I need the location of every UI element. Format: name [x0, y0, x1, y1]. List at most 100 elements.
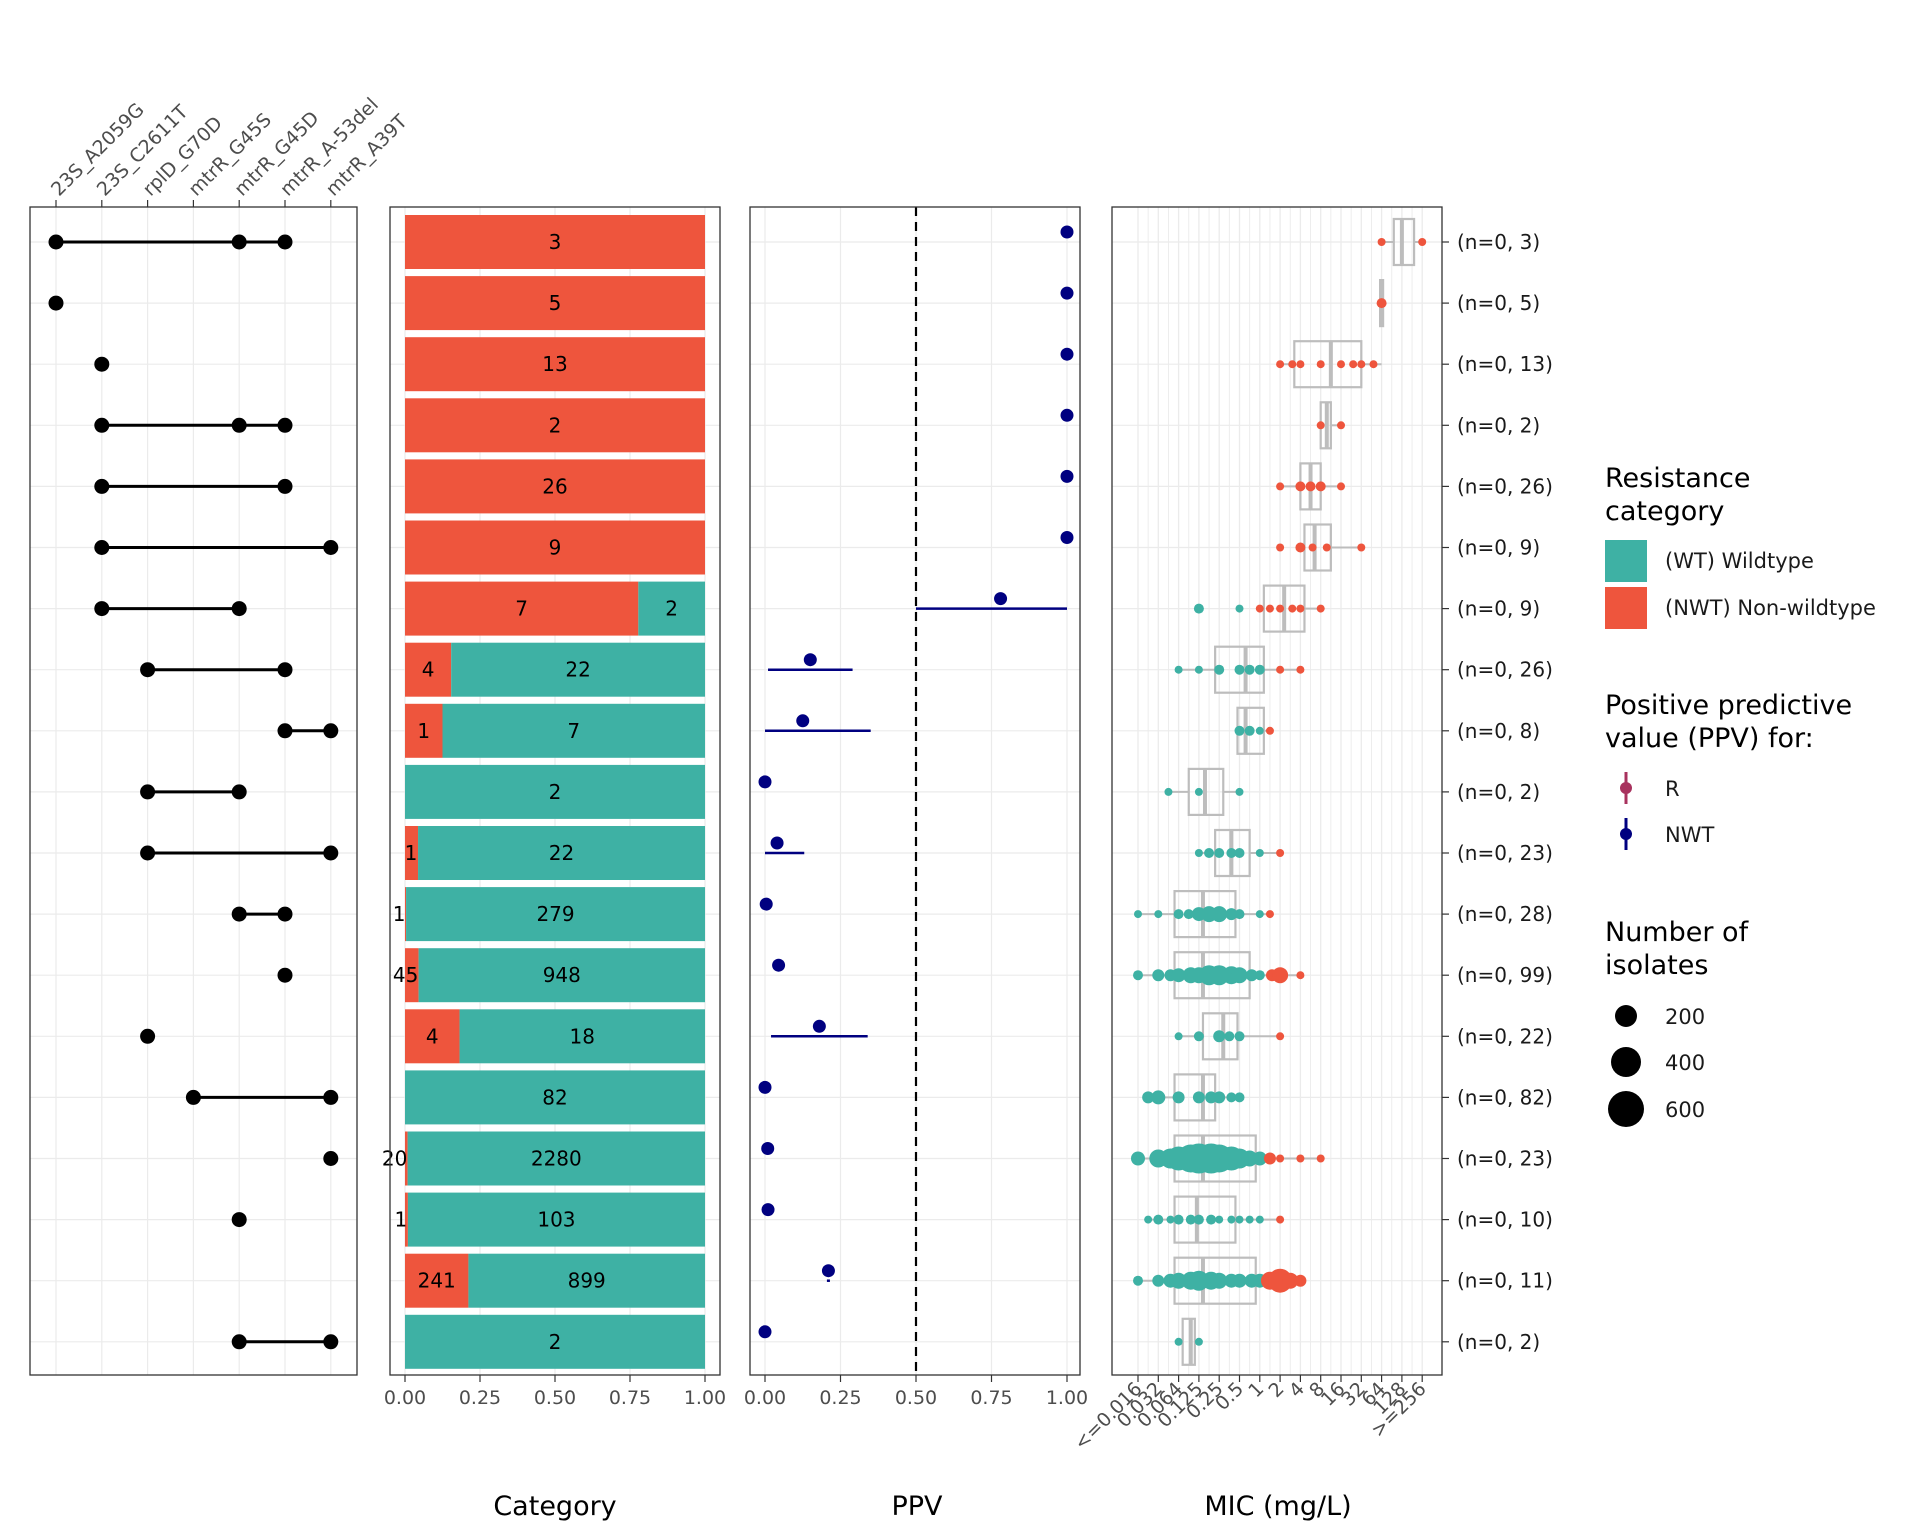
category-x-tick-label: 0.75 — [609, 1387, 651, 1409]
mic-point-nwt — [1276, 665, 1285, 674]
matrix-dot — [140, 845, 156, 861]
mic-point-wt — [1211, 906, 1228, 923]
matrix-dot — [277, 662, 293, 678]
mic-point-nwt — [1296, 971, 1305, 980]
row-count-label: (n=0, 2) — [1457, 1330, 1540, 1354]
row-count-label: (n=0, 13) — [1457, 352, 1553, 376]
ppv-point — [758, 1325, 772, 1339]
mic-point-wt — [1152, 1274, 1165, 1287]
ppv-point — [770, 836, 784, 850]
mic-point-wt — [1214, 664, 1225, 675]
legend-wt-label: (WT) Wildtype — [1665, 549, 1814, 573]
legend-size-label-600: 600 — [1665, 1098, 1705, 1122]
ppv-point — [803, 653, 817, 667]
category-axis-title: Category — [493, 1491, 616, 1522]
mic-point-wt — [1234, 725, 1245, 736]
ppv-point — [761, 1203, 775, 1217]
ppv-point — [761, 1142, 775, 1155]
matrix-dot — [231, 601, 247, 617]
mic-point-wt — [1211, 1272, 1228, 1289]
legend-size-title-1: Number of — [1605, 917, 1750, 948]
ppv-frame — [749, 206, 1081, 1376]
matrix-dot — [94, 417, 110, 433]
mic-point-nwt — [1316, 1154, 1325, 1163]
mic-point-wt — [1227, 1215, 1236, 1224]
mic-axis-title: MIC (mg/L) — [1204, 1491, 1351, 1522]
mic-point-wt — [1172, 1091, 1185, 1104]
category-bar-nwt — [405, 1131, 408, 1186]
category-bar-wt — [407, 1192, 705, 1247]
mic-point-nwt — [1357, 543, 1366, 552]
mic-point-wt — [1255, 726, 1264, 735]
mic-point-wt — [1215, 1215, 1224, 1224]
mic-point-nwt — [1294, 1274, 1307, 1287]
mic-point-wt — [1185, 1214, 1196, 1225]
mic-point-wt — [1134, 910, 1142, 919]
ppv-point — [994, 592, 1008, 606]
category-label-wt: 899 — [568, 1269, 606, 1293]
ppv-x-tick-label: 0.50 — [895, 1387, 937, 1409]
mic-point-wt — [1234, 664, 1245, 675]
row-count-label: (n=0, 2) — [1457, 413, 1540, 437]
row-count-label: (n=0, 11) — [1457, 1269, 1553, 1293]
mic-point-wt — [1204, 848, 1215, 858]
row-count-labels: (n=0, 3) (n=0, 5) (n=0, 13) (n=0, 2) (n=0, 2… — [1442, 230, 1553, 1354]
mic-box — [1181, 1317, 1196, 1366]
mic-point-wt — [1244, 725, 1255, 736]
mic-point-nwt — [1276, 482, 1285, 491]
mic-frame — [1111, 206, 1443, 1376]
mic-point-nwt — [1296, 360, 1305, 369]
mic-x-tick-label: 2 — [1265, 1378, 1289, 1402]
mic-point-nwt — [1276, 360, 1285, 369]
mic-point-wt — [1192, 1091, 1205, 1104]
mic-point-wt — [1152, 969, 1165, 982]
matrix-dot — [231, 1212, 247, 1228]
matrix-dot — [231, 784, 247, 800]
mic-point-wt — [1234, 909, 1245, 920]
mic-point-nwt — [1377, 238, 1386, 246]
matrix-dot — [94, 356, 110, 372]
mic-point-nwt — [1276, 1215, 1285, 1224]
legend-size-dot-200 — [1615, 1005, 1637, 1027]
row-count-label: (n=0, 10) — [1457, 1208, 1553, 1232]
mic-point-wt — [1174, 1032, 1183, 1041]
ppv-point — [772, 958, 786, 972]
category-x-tick-label: 0.25 — [459, 1387, 501, 1409]
mic-point-wt — [1255, 1215, 1264, 1224]
category-bar-nwt — [405, 703, 443, 758]
mic-point-wt — [1241, 1150, 1258, 1167]
row-count-label: (n=0, 28) — [1457, 902, 1553, 926]
matrix-dot — [277, 478, 293, 494]
mic-point-wt — [1234, 848, 1245, 858]
mic-point-nwt — [1263, 1152, 1276, 1165]
row-count-label: (n=0, 26) — [1457, 658, 1553, 682]
mic-point-wt — [1231, 967, 1248, 984]
legend-nwt-label: (NWT) Non-wildtype — [1665, 596, 1876, 620]
category-label-nwt: 13 — [542, 352, 567, 376]
mic-point-wt — [1174, 665, 1183, 674]
mic-point-wt — [1232, 1273, 1247, 1288]
ppv-x-tick-label: 0.75 — [970, 1387, 1012, 1409]
ppv-point — [812, 1019, 826, 1033]
mic-point-wt — [1255, 849, 1264, 857]
mic-point-wt — [1153, 1214, 1164, 1225]
category-bar-nwt — [405, 1192, 408, 1247]
category-label-wt: 279 — [536, 902, 574, 926]
category-label-wt: 22 — [565, 658, 590, 682]
category-panel: 0.00 0.25 0.50 0.75 1.00 3 5 13 2 26 9 7 2 4 22 1 7 2 1 22 1… — [382, 206, 726, 1409]
mic-x-tick-label: 4 — [1285, 1378, 1309, 1402]
mic-point-nwt — [1296, 1154, 1305, 1163]
mic-point-nwt — [1305, 481, 1316, 492]
category-bar-nwt — [405, 642, 452, 697]
row-count-label: (n=0, 82) — [1457, 1085, 1553, 1109]
category-bar-wt — [405, 1314, 705, 1369]
mic-point-wt — [1170, 1272, 1187, 1289]
mic-panel: <=0.0160.0320.0640.1250.250.512481632641… — [1070, 206, 1443, 1455]
category-bar-nwt — [405, 1253, 469, 1308]
category-bar-wt — [442, 703, 705, 758]
matrix-dot — [231, 417, 247, 433]
row-count-label: (n=0, 26) — [1457, 474, 1553, 498]
ppv-x-tick-label: 0.25 — [819, 1387, 861, 1409]
ppv-x-tick-label: 1.00 — [1046, 1387, 1088, 1409]
